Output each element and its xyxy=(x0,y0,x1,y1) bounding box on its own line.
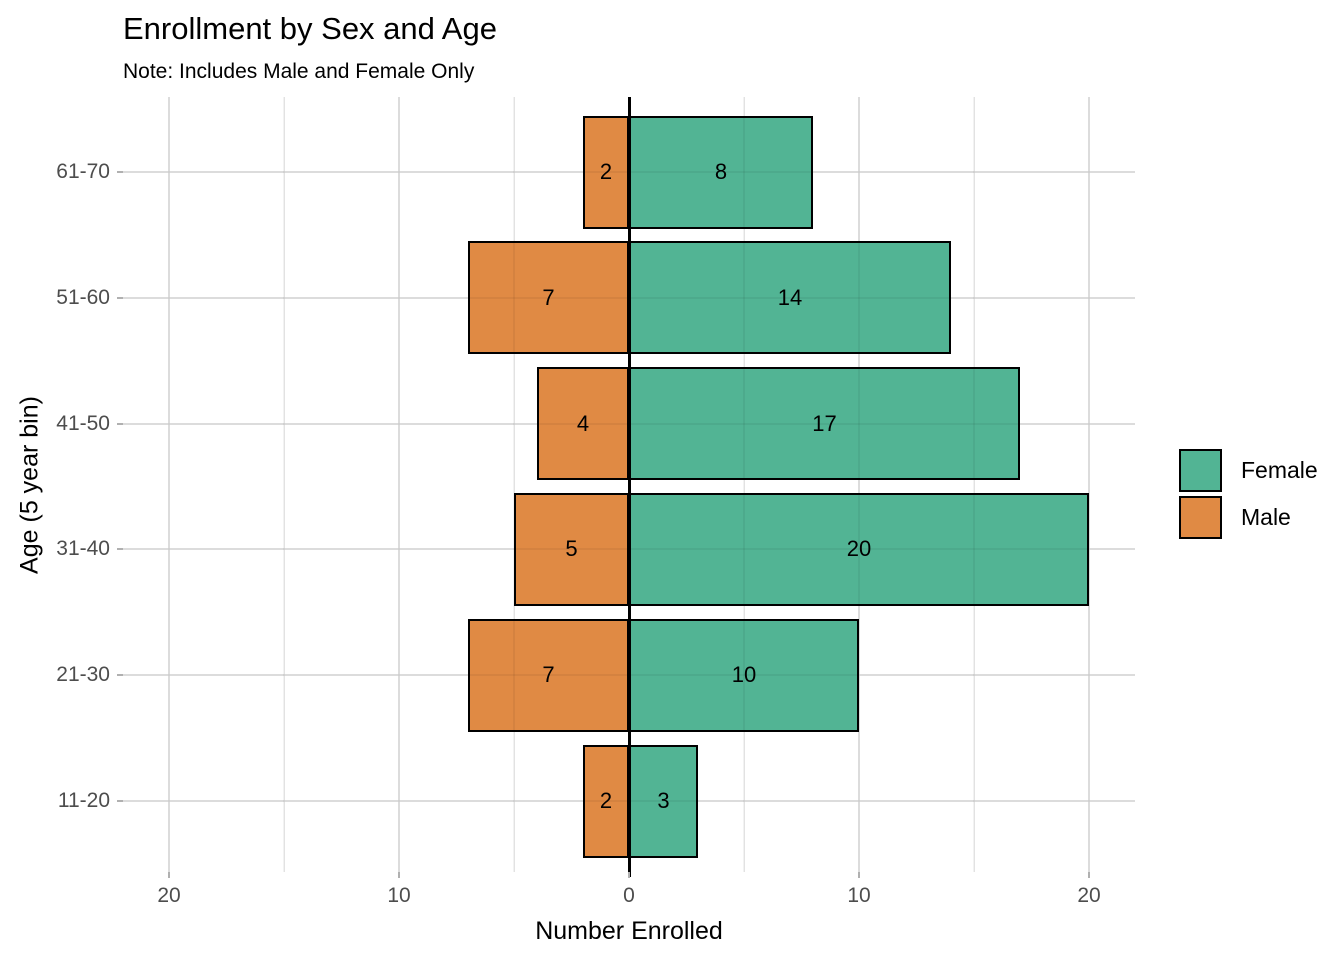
bar-male-51-60 xyxy=(468,241,629,355)
bar-value-label-female-61-70: 8 xyxy=(714,159,728,184)
bar-value-label-male-31-40: 5 xyxy=(565,536,578,562)
gridline-overlay-vertical xyxy=(513,97,515,872)
x-tick-label: 0 xyxy=(623,884,635,907)
x-tick-label: 20 xyxy=(1077,884,1101,907)
bar-value-label-male-11-20: 2 xyxy=(599,788,613,813)
legend-label-male: Male xyxy=(1241,504,1291,530)
y-axis-tick xyxy=(117,674,123,677)
bar-male-61-70 xyxy=(583,115,629,229)
bar-value-label-female-11-20: 3 xyxy=(657,788,670,813)
zero-reference-line xyxy=(627,97,631,877)
bar-male-31-40 xyxy=(514,492,629,606)
legend-entry-male: Male xyxy=(1179,496,1318,539)
gridline-vertical-major xyxy=(168,97,170,872)
gridline-vertical-major xyxy=(1088,97,1090,872)
legend-label-female: Female xyxy=(1241,457,1318,483)
gridline-overlay-vertical xyxy=(398,97,400,872)
gridline-vertical-minor xyxy=(513,97,515,872)
y-tick-label: 21-30 xyxy=(56,663,110,687)
chart-title: Enrollment by Sex and Age xyxy=(123,11,497,46)
x-axis-title: Number Enrolled xyxy=(535,917,723,945)
x-axis-tick xyxy=(858,872,860,878)
y-axis-tick xyxy=(117,171,123,173)
bar-value-label-male-51-60: 7 xyxy=(542,284,555,310)
y-tick-label: 61-70 xyxy=(56,160,110,183)
y-tick-label: 31-40 xyxy=(56,537,110,561)
x-tick-label: 20 xyxy=(157,884,181,907)
x-axis-tick xyxy=(628,872,630,878)
gridline-vertical-minor xyxy=(743,97,745,872)
x-tick-label: 10 xyxy=(847,884,871,907)
y-axis-title: Age (5 year bin) xyxy=(15,396,44,574)
legend-entry-female: Female xyxy=(1179,449,1318,492)
bar-value-label-male-21-30: 7 xyxy=(542,662,555,688)
gridline-overlay-vertical xyxy=(1088,97,1090,872)
gridline-overlay-vertical xyxy=(743,97,745,872)
x-axis-tick xyxy=(398,872,400,878)
x-axis-tick xyxy=(168,872,170,878)
bar-value-label-male-41-50: 4 xyxy=(576,410,590,436)
bar-female-41-50 xyxy=(629,367,1020,481)
bar-male-41-50 xyxy=(537,367,629,481)
bar-female-21-30 xyxy=(629,618,859,732)
bar-value-label-female-31-40: 20 xyxy=(846,536,872,562)
bar-female-61-70 xyxy=(629,115,813,229)
gridline-overlay-vertical xyxy=(858,97,860,872)
gridline-vertical-major xyxy=(398,97,400,872)
legend-key-male-swatch xyxy=(1179,496,1222,539)
x-axis-tick xyxy=(1088,872,1090,878)
y-axis-tick xyxy=(117,548,123,551)
bar-female-31-40 xyxy=(629,492,1089,606)
bar-value-label-female-21-30: 10 xyxy=(731,662,757,688)
gridline-vertical-minor xyxy=(973,97,975,872)
gridline-overlay-vertical xyxy=(283,97,285,872)
x-tick-label: 10 xyxy=(387,884,411,907)
gridline-overlay-vertical xyxy=(168,97,170,872)
gridline-vertical-major xyxy=(858,97,860,872)
bar-value-label-female-41-50: 17 xyxy=(812,410,837,436)
legend: Female Male xyxy=(1179,449,1318,543)
y-tick-label: 41-50 xyxy=(56,411,110,435)
y-axis-tick xyxy=(117,800,123,802)
bar-value-label-female-51-60: 14 xyxy=(777,284,803,310)
y-axis-tick xyxy=(117,422,123,425)
y-axis-tick xyxy=(117,296,123,299)
chart-subtitle: Note: Includes Male and Female Only xyxy=(123,60,475,83)
gridline-vertical-minor xyxy=(283,97,285,872)
gridline-overlay-vertical xyxy=(973,97,975,872)
y-tick-label: 51-60 xyxy=(56,285,110,309)
bar-value-label-male-61-70: 2 xyxy=(599,159,613,184)
legend-key-female-swatch xyxy=(1179,449,1222,492)
bar-male-21-30 xyxy=(468,618,629,732)
y-tick-label: 11-20 xyxy=(57,789,110,812)
